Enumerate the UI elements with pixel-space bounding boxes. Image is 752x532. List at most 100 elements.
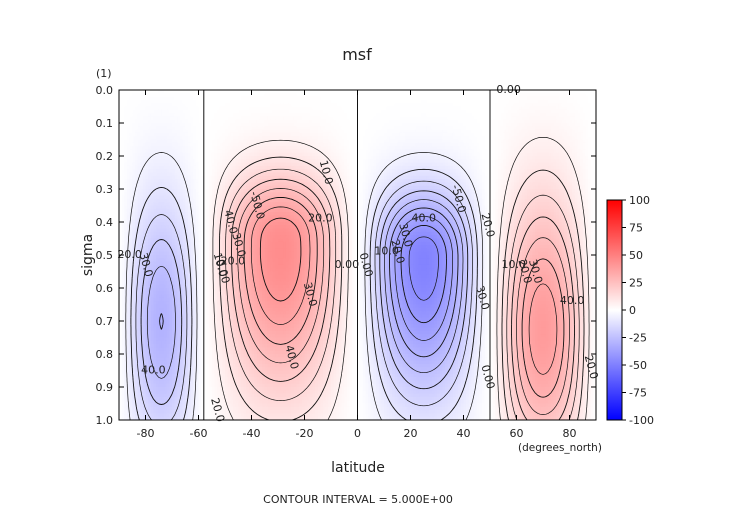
field-cell (357, 96, 361, 101)
field-cell (137, 99, 141, 104)
field-cell (548, 96, 552, 101)
field-cell (309, 99, 314, 104)
field-cell (317, 93, 321, 98)
field-cell (487, 90, 491, 94)
field-cell (137, 90, 141, 94)
field-cell (394, 93, 398, 98)
field-cell (421, 90, 425, 94)
field-cell (391, 103, 396, 108)
field-cell (317, 90, 321, 94)
field-cell (333, 90, 337, 94)
field-cell (349, 99, 353, 104)
field-cell (222, 106, 226, 111)
field-cell (455, 103, 459, 108)
field-cell (225, 99, 229, 104)
field-cell (331, 93, 335, 98)
field-cell (423, 96, 427, 101)
field-cell (516, 90, 520, 94)
field-cell (195, 90, 200, 94)
field-cell (264, 106, 268, 111)
field-cell (185, 103, 189, 108)
field-cell (148, 96, 152, 101)
field-cell (323, 96, 327, 101)
field-cell (267, 99, 271, 104)
field-cell (309, 93, 314, 98)
field-cell (442, 103, 446, 108)
field-cell (137, 103, 141, 108)
field-cell (272, 103, 276, 108)
field-cell (179, 106, 184, 111)
field-cell (278, 90, 282, 94)
field-cell (593, 103, 596, 108)
field-cell (370, 90, 374, 94)
field-cell (381, 96, 385, 101)
field-cell (301, 106, 306, 111)
field-cell (590, 93, 594, 98)
field-cell (134, 93, 139, 98)
field-cell (164, 93, 168, 98)
field-cell (172, 103, 176, 108)
field-cell (201, 90, 205, 94)
field-cell (262, 93, 266, 98)
field-cell (429, 90, 433, 94)
field-cell (439, 99, 443, 104)
field-cell (524, 90, 528, 94)
field-cell (471, 90, 475, 94)
field-cell (338, 103, 343, 108)
field-cell (397, 96, 401, 101)
field-cell (288, 106, 292, 111)
field-cell (161, 93, 165, 98)
field-cell (474, 103, 478, 108)
field-cell (256, 93, 261, 98)
field-cell (572, 103, 576, 108)
field-cell (317, 103, 321, 108)
field-cell (235, 99, 239, 104)
field-cell (527, 103, 531, 108)
field-cell (225, 103, 229, 108)
field-cell (119, 90, 123, 94)
field-cell (140, 103, 144, 108)
field-cell (543, 99, 547, 104)
field-cell (312, 96, 316, 101)
field-cell (275, 90, 279, 94)
field-cell (474, 90, 478, 94)
field-cell (193, 93, 197, 98)
field-cell (360, 103, 364, 108)
field-cell (164, 96, 168, 101)
field-cell (299, 103, 303, 108)
field-cell (537, 96, 541, 101)
field-cell (381, 99, 385, 104)
field-cell (259, 93, 263, 98)
field-cell (288, 90, 292, 94)
field-cell (328, 93, 332, 98)
field-cell (413, 93, 417, 98)
field-cell (137, 106, 141, 111)
field-cell (521, 96, 526, 101)
field-cell (410, 96, 414, 101)
field-cell (532, 90, 536, 94)
field-cell (225, 90, 229, 94)
field-cell (201, 96, 205, 101)
field-cell (148, 99, 152, 104)
field-cell (373, 99, 377, 104)
field-cell (214, 96, 218, 101)
field-cell (119, 99, 123, 104)
field-cell (476, 103, 480, 108)
field-cell (378, 103, 382, 108)
field-cell (121, 106, 125, 111)
field-cell (256, 99, 261, 104)
field-cell (391, 90, 396, 94)
field-cell (566, 103, 571, 108)
field-cell (179, 99, 184, 104)
field-cell (259, 90, 263, 94)
field-cell (391, 99, 396, 104)
field-cell (283, 99, 287, 104)
field-cell (158, 90, 162, 94)
field-cell (129, 90, 133, 94)
field-cell (399, 90, 404, 94)
field-cell (365, 99, 369, 104)
field-cell (174, 93, 178, 98)
field-cell (312, 103, 316, 108)
field-cell (582, 103, 586, 108)
field-cell (577, 103, 581, 108)
